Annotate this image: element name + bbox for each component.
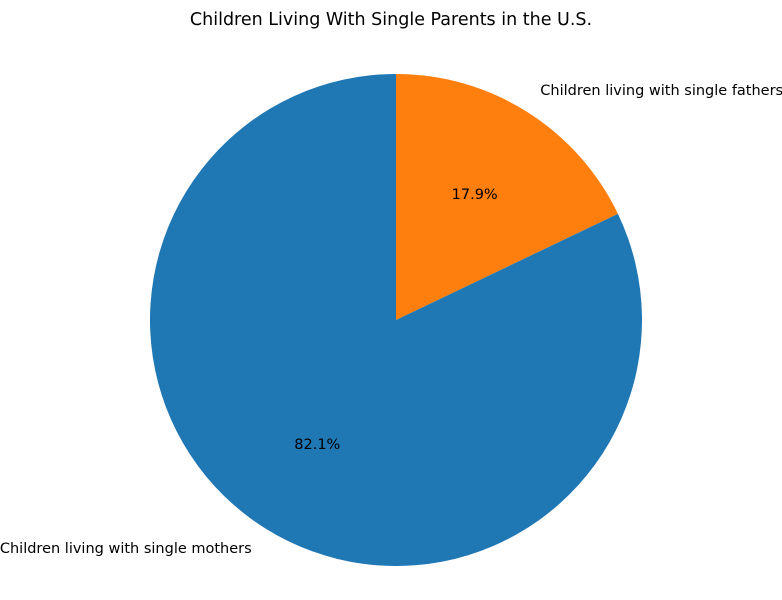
slice-label: Children living with single mothers <box>0 540 252 557</box>
chart-title: Children Living With Single Parents in t… <box>189 10 593 30</box>
slice-percent-label: 17.9% <box>451 186 498 203</box>
pie-slice <box>149 74 642 566</box>
slice-percent-label: 82.1% <box>294 436 341 453</box>
slice-label: Children living with single fathers <box>540 82 782 99</box>
pie-slice <box>396 74 618 320</box>
pie-wedges <box>149 74 642 566</box>
